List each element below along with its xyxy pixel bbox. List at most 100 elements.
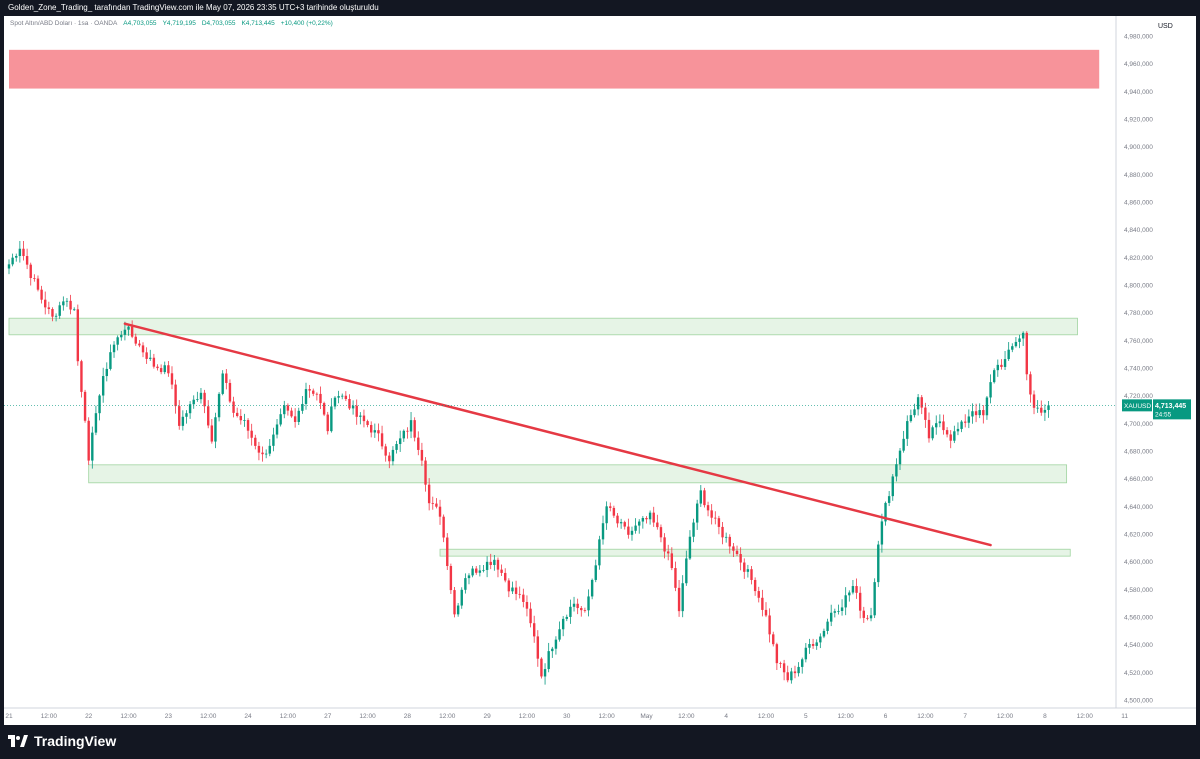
candle-body xyxy=(670,553,674,569)
candle-body xyxy=(652,512,655,523)
candle-body xyxy=(482,569,485,571)
candle-body xyxy=(869,615,873,619)
candle-body xyxy=(1014,341,1018,347)
y-tick-label: 4,980,000 xyxy=(1124,34,1153,41)
y-tick-label: 4,740,000 xyxy=(1124,366,1153,373)
x-tick-label: 6 xyxy=(884,713,888,720)
candle-body xyxy=(750,569,753,580)
candle-body xyxy=(185,413,188,417)
chart-panel[interactable]: 4,500,000 4,520,000 4,540,000 4,560,000 4,58… xyxy=(4,16,1196,725)
candle-body xyxy=(395,444,398,450)
candle-body xyxy=(170,373,174,385)
y-tick-label: 4,780,000 xyxy=(1124,310,1153,317)
candle-body xyxy=(638,521,641,526)
candle-body xyxy=(297,410,300,422)
candle-body xyxy=(1011,346,1014,350)
candle-body xyxy=(804,647,808,660)
candle-body xyxy=(840,607,844,611)
demand-zone-1 xyxy=(8,317,1078,336)
candle-body xyxy=(772,634,775,645)
candle-body xyxy=(391,449,395,462)
candle-body xyxy=(891,476,894,497)
candle-body xyxy=(478,570,482,573)
candle-body xyxy=(916,397,920,410)
candle-body xyxy=(489,561,492,565)
demand-zone-3 xyxy=(439,548,1071,557)
candle-body xyxy=(460,589,463,606)
candle-body xyxy=(134,336,137,344)
candle-body xyxy=(427,484,431,504)
candle-body xyxy=(920,397,923,408)
y-tick-label: 4,840,000 xyxy=(1124,227,1153,234)
candle-body xyxy=(348,399,351,409)
candle-body xyxy=(355,405,358,417)
x-tick-label: 11 xyxy=(1121,713,1128,720)
candle-body xyxy=(648,512,652,520)
candle-body xyxy=(949,434,952,441)
candle-body xyxy=(221,373,224,394)
candle-body xyxy=(873,582,876,616)
candle-body xyxy=(887,496,891,503)
candle-body xyxy=(594,565,597,580)
candle-body xyxy=(590,579,594,597)
candle-body xyxy=(130,326,134,337)
candle-body xyxy=(714,517,717,519)
price-tag-label: 4,713,445 xyxy=(1155,403,1186,410)
candle-body xyxy=(91,432,94,461)
x-tick-label: 12:00 xyxy=(1077,713,1094,720)
currency-label: USD xyxy=(1158,23,1173,30)
y-tick-label: 4,880,000 xyxy=(1124,172,1153,179)
tradingview-logo[interactable]: TradingView xyxy=(8,733,116,749)
candle-body xyxy=(580,608,583,611)
chart-caption: Golden_Zone_Trading_ tarafından TradingV… xyxy=(8,3,379,12)
candle-body xyxy=(945,430,949,435)
price-chart[interactable]: 4,500,000 4,520,000 4,540,000 4,560,000 4,58… xyxy=(4,16,1196,725)
candle-body xyxy=(207,406,210,426)
candle-body xyxy=(286,405,290,411)
candle-body xyxy=(18,248,22,256)
candle-body xyxy=(127,326,130,330)
candle-body xyxy=(619,522,623,524)
candle-body xyxy=(982,410,985,416)
candle-body xyxy=(996,364,1000,371)
candle-body xyxy=(801,659,804,667)
candle-body xyxy=(956,428,960,432)
trendline xyxy=(123,322,992,547)
candle-body xyxy=(1032,394,1036,408)
candle-body xyxy=(167,365,170,374)
candle-body xyxy=(456,605,460,615)
candle-body xyxy=(120,334,123,338)
candle-body xyxy=(757,591,760,598)
y-tick-label: 4,800,000 xyxy=(1124,283,1153,290)
candle-body xyxy=(330,406,333,432)
candle-body xyxy=(72,309,76,311)
candle-body xyxy=(44,299,47,308)
candle-body xyxy=(1003,359,1007,367)
candle-body xyxy=(431,503,434,505)
candle-body xyxy=(341,395,344,397)
candle-body xyxy=(279,414,282,425)
candle-body xyxy=(62,301,65,306)
countdown-label: 24:55 xyxy=(1155,411,1172,418)
candle-body xyxy=(858,592,862,611)
x-tick-label: 29 xyxy=(483,713,491,720)
candle-body xyxy=(438,506,442,517)
x-tick-label: 7 xyxy=(963,713,967,720)
candle-body xyxy=(471,568,474,576)
candle-body xyxy=(543,669,547,677)
candle-body xyxy=(1040,407,1043,413)
x-tick-label: 22 xyxy=(85,713,93,720)
candle-body xyxy=(308,389,311,391)
candle-body xyxy=(598,539,601,566)
y-tick-label: 4,640,000 xyxy=(1124,504,1153,511)
candle-body xyxy=(351,405,355,409)
candle-body xyxy=(703,490,706,506)
candle-body xyxy=(261,452,264,455)
candle-body xyxy=(967,416,971,423)
candle-body xyxy=(609,506,612,508)
candle-body xyxy=(1036,407,1039,409)
candle-body xyxy=(826,621,829,631)
candle-body xyxy=(293,416,297,422)
candle-body xyxy=(33,278,36,279)
candle-body xyxy=(493,559,496,565)
